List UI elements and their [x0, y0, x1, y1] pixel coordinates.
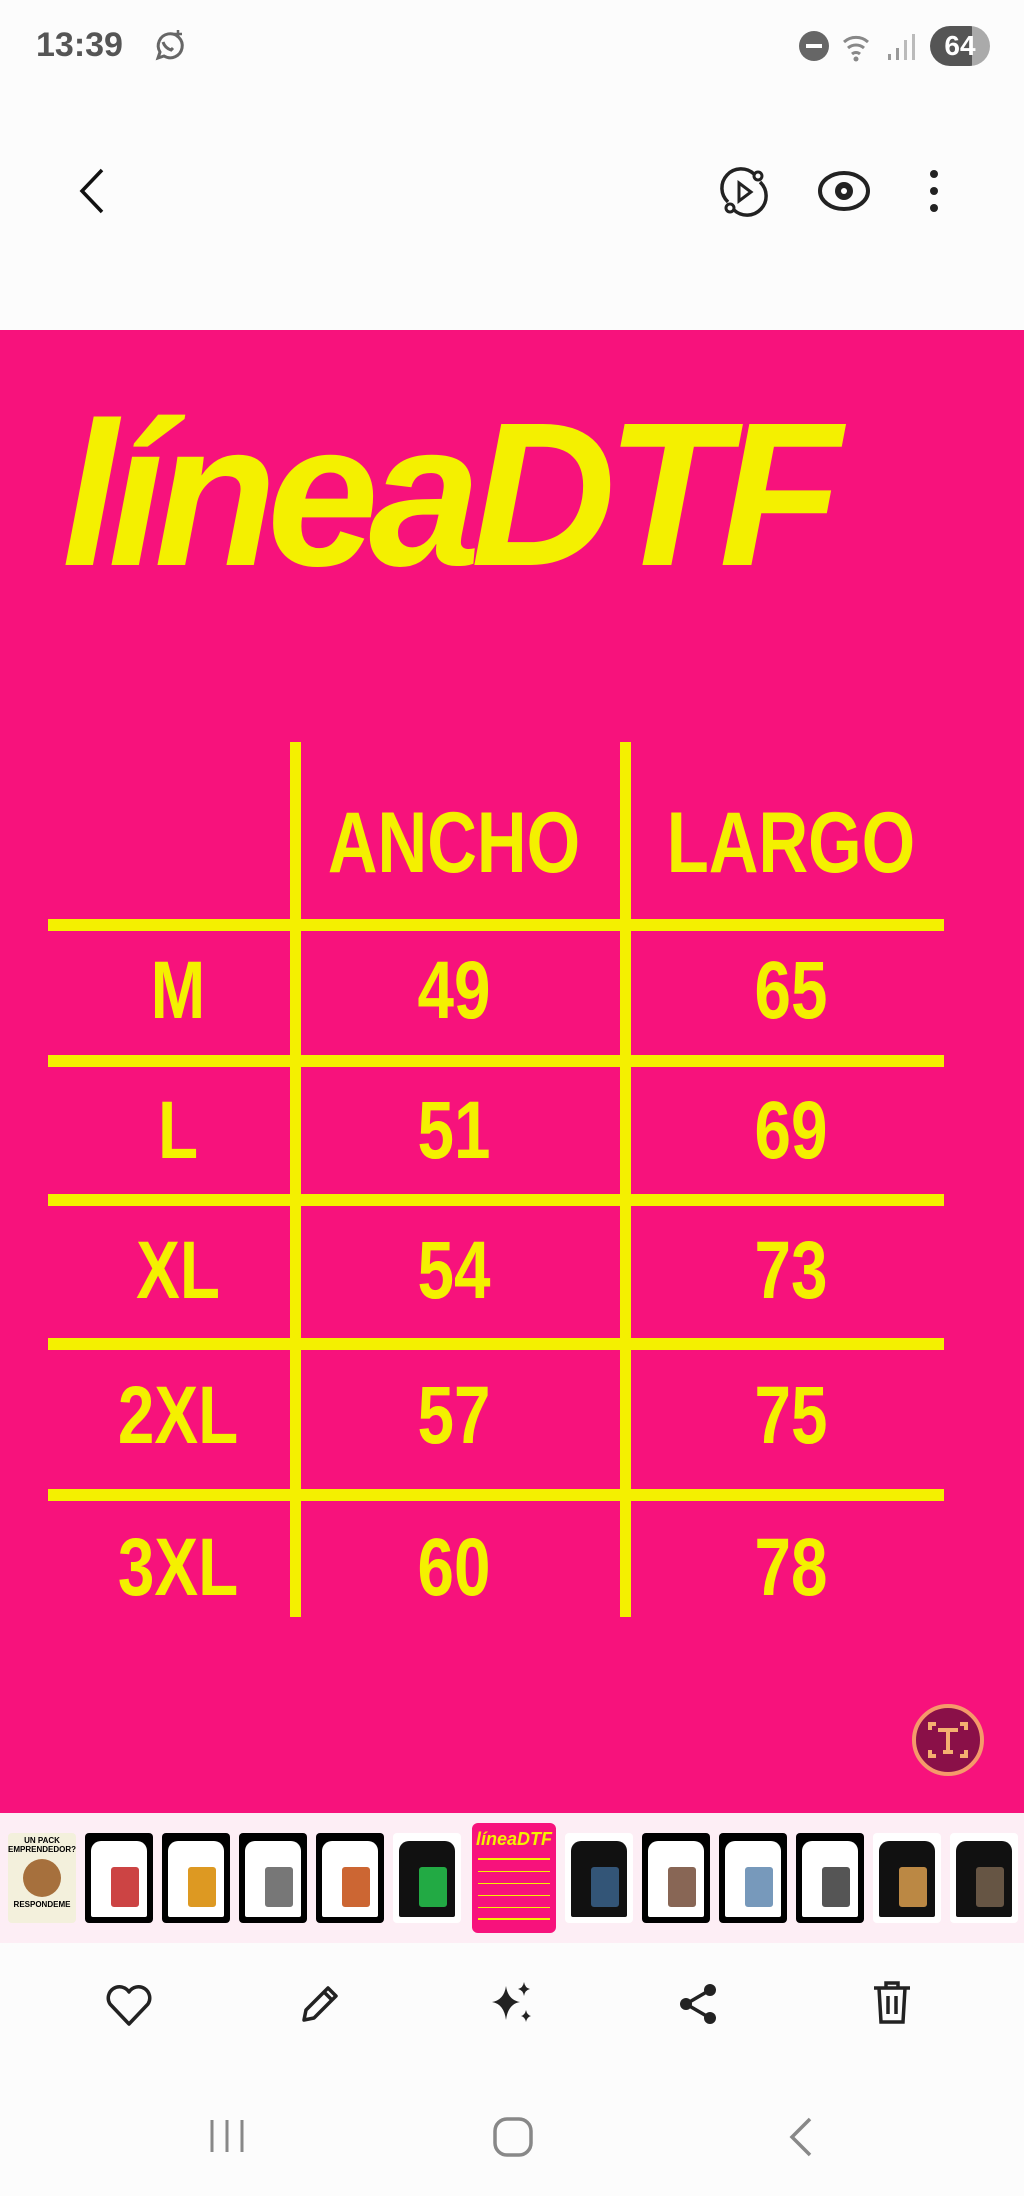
cell-size: L	[157, 1085, 199, 1176]
cell-size: 2XL	[117, 1370, 239, 1461]
cell-ancho: 57	[417, 1370, 491, 1461]
recents-icon[interactable]	[206, 2118, 248, 2154]
favorite-icon[interactable]	[104, 1982, 154, 2028]
table-divider	[48, 1194, 944, 1206]
cell-size: 3XL	[117, 1522, 239, 1613]
tshirt-image	[571, 1841, 627, 1917]
table-divider	[620, 742, 631, 1617]
cell-largo: 69	[754, 1085, 828, 1176]
thumb-table	[478, 1858, 550, 1920]
action-bar	[0, 1960, 1024, 2060]
table-divider	[48, 919, 944, 931]
back-nav-icon[interactable]	[786, 2116, 816, 2158]
tshirt-image	[725, 1841, 781, 1917]
tshirt-image	[399, 1841, 455, 1917]
tshirt-image	[91, 1841, 147, 1917]
table-divider	[48, 1489, 944, 1501]
cell-largo: 78	[754, 1522, 828, 1613]
status-time: 13:39	[36, 26, 123, 64]
thumbnail-selected[interactable]: líneaDTF	[472, 1823, 556, 1933]
thumbnail[interactable]	[162, 1833, 230, 1923]
battery-level: 64	[944, 30, 976, 61]
image-title: líneaDTF	[62, 380, 842, 609]
tshirt-image	[648, 1841, 704, 1917]
filmstrip: UN PACK EMPRENDEDOR? RESPONDEME líneaDTF	[0, 1813, 1024, 1943]
photo-viewer-image[interactable]: líneaDTF ANCHO LARGO M 49 65 L 51 69 XL 54 73 2XL…	[0, 330, 1024, 1813]
delete-icon[interactable]	[870, 1978, 914, 2028]
status-bar: 13:39 64	[0, 0, 1024, 95]
cell-size: M	[150, 945, 206, 1036]
home-icon[interactable]	[492, 2116, 534, 2158]
thumbnail[interactable]	[316, 1833, 384, 1923]
edit-icon[interactable]	[296, 1980, 344, 2028]
thumb-text-top: UN PACK EMPRENDEDOR?	[8, 1836, 76, 1854]
tshirt-image	[245, 1841, 301, 1917]
thumbnail[interactable]	[796, 1833, 864, 1923]
thumbnail[interactable]	[719, 1833, 787, 1923]
ai-sparkle-icon[interactable]	[486, 1978, 536, 2028]
thumbnail[interactable]	[85, 1833, 153, 1923]
tshirt-image	[879, 1841, 935, 1917]
thumbnail[interactable]	[565, 1833, 633, 1923]
thumbnail[interactable]	[239, 1833, 307, 1923]
cell-size: XL	[136, 1225, 220, 1316]
remaster-icon[interactable]	[718, 166, 770, 218]
cell-ancho: 60	[417, 1522, 491, 1613]
tshirt-image	[322, 1841, 378, 1917]
back-icon[interactable]	[74, 166, 110, 216]
cell-largo: 65	[754, 945, 828, 1036]
cell-largo: 73	[754, 1225, 828, 1316]
cell-ancho: 51	[417, 1085, 491, 1176]
wifi-icon	[843, 35, 869, 62]
view-icon[interactable]	[816, 168, 872, 214]
cell-ancho: 49	[417, 945, 491, 1036]
navigation-bar	[0, 2090, 1024, 2190]
cell-largo: 75	[754, 1370, 828, 1461]
thumbnail[interactable]: UN PACK EMPRENDEDOR? RESPONDEME	[8, 1833, 76, 1923]
tshirt-image	[956, 1841, 1012, 1917]
thumb-title: líneaDTF	[475, 1829, 552, 1849]
thumbnail[interactable]	[950, 1833, 1018, 1923]
share-icon[interactable]	[676, 1980, 722, 2028]
tshirt-image	[802, 1841, 858, 1917]
tshirt-image	[168, 1841, 224, 1917]
table-divider	[48, 1338, 944, 1350]
thumbnail[interactable]	[873, 1833, 941, 1923]
table-divider	[48, 1055, 944, 1067]
do-not-disturb-icon	[799, 31, 829, 61]
cell-ancho: 54	[417, 1225, 491, 1316]
thumbnail[interactable]	[393, 1833, 461, 1923]
header-ancho: ANCHO	[327, 795, 581, 891]
signal-icon	[888, 34, 915, 60]
thumb-text-bottom: RESPONDEME	[13, 1900, 71, 1909]
more-icon[interactable]	[924, 168, 944, 214]
whatsapp-call-icon	[155, 30, 184, 61]
battery-icon: 64	[930, 26, 990, 66]
table-divider	[290, 742, 301, 1617]
top-bar	[0, 150, 1024, 230]
text-extract-icon[interactable]	[910, 1702, 986, 1778]
bear-image	[23, 1859, 61, 1897]
header-largo: LARGO	[666, 795, 916, 891]
thumbnail[interactable]	[642, 1833, 710, 1923]
